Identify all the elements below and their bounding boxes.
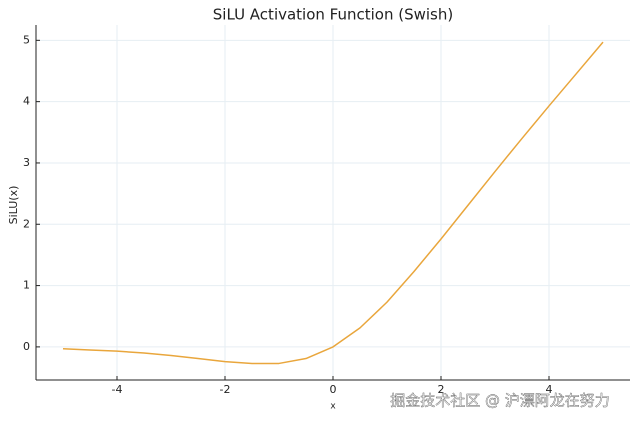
x-tick-label: 4: [546, 383, 553, 396]
data-line: [62, 41, 604, 365]
x-tick-label: -4: [112, 383, 123, 396]
y-axis-label: SiLU(x): [7, 186, 20, 225]
x-tick-label: -2: [220, 383, 231, 396]
y-tick-label: 5: [23, 33, 30, 46]
x-tick-label: 2: [438, 383, 445, 396]
y-tick-label: 0: [23, 340, 30, 353]
y-tick-label: 4: [23, 95, 30, 108]
watermark: 掘金技术社区 @ 沪漂阿龙在努力: [390, 392, 610, 410]
chart-title: SiLU Activation Function (Swish): [213, 6, 453, 24]
y-tick-label: 2: [23, 217, 30, 230]
x-tick-label: 0: [330, 383, 337, 396]
x-axis-label: x: [330, 402, 336, 412]
y-tick-label: 3: [23, 156, 30, 169]
y-tick-label: 1: [23, 279, 30, 292]
